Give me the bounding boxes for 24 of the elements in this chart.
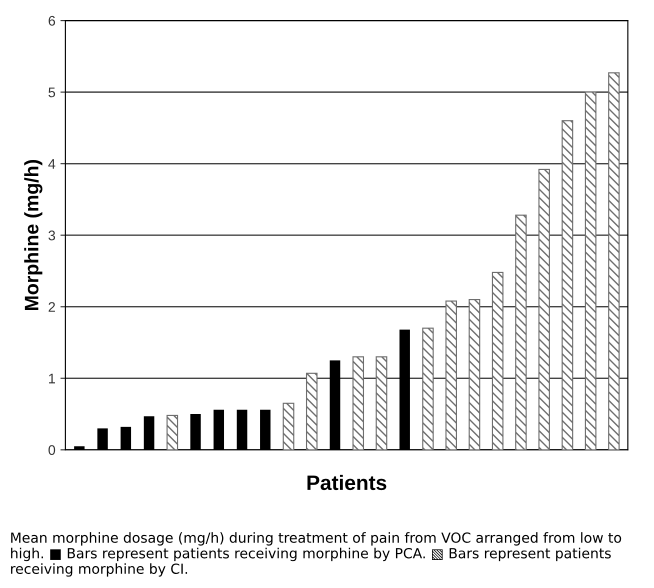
y-axis-title: Morphine (mg/h) [24, 160, 42, 310]
bar [584, 92, 596, 450]
bar [376, 356, 388, 450]
bar [515, 214, 527, 450]
y-tick-label: 6 [48, 16, 56, 26]
bar [306, 372, 318, 450]
y-tick-label: 4 [48, 159, 56, 169]
x-axis-title: Patients [307, 474, 386, 490]
bar [445, 300, 457, 450]
y-tick-label: 5 [48, 88, 56, 98]
y-tick-label: 3 [48, 230, 56, 240]
bar [282, 402, 294, 450]
y-tick-label: 2 [48, 302, 55, 312]
bar [166, 414, 178, 450]
bar [492, 272, 504, 450]
bar [608, 72, 620, 450]
text: Mean morphine dosage (mg/h) during treatment of pain from VOC arranged from low to high. ■ Bars represent patients receiving morphine by PCA. ▧ Bars represent patients receiving morphine by CI. [11, 532, 622, 577]
bar [468, 299, 480, 450]
bar [562, 120, 574, 450]
bar [352, 356, 364, 450]
bar [538, 168, 550, 450]
bar [422, 328, 434, 450]
y-tick-label: 0 [48, 445, 56, 455]
y-tick-label: 1 [49, 374, 55, 384]
